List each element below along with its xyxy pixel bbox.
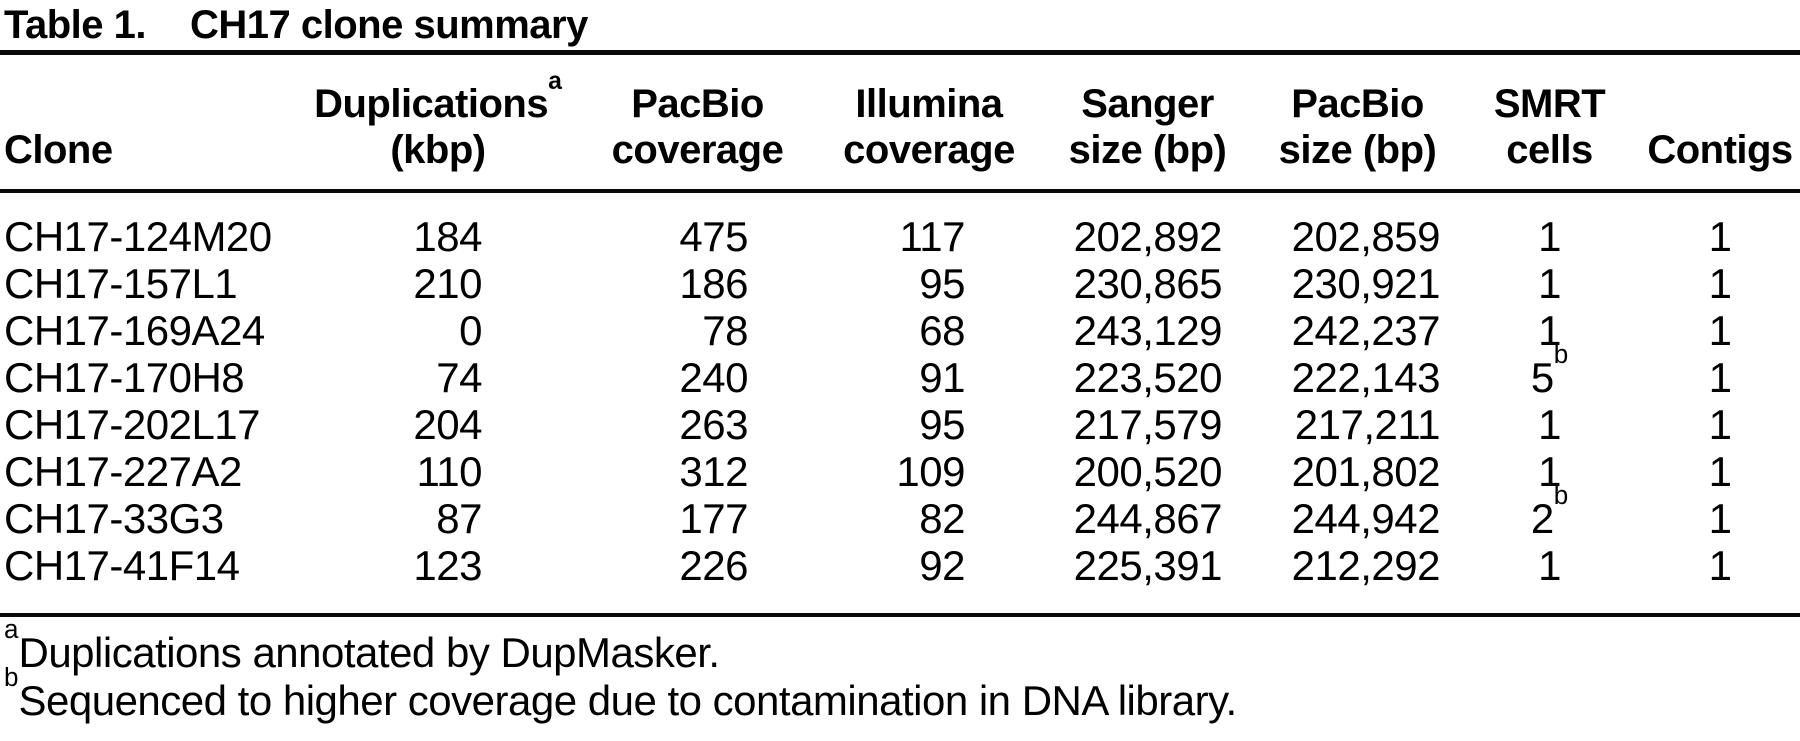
illumina-coverage-cell: 68 (919, 307, 965, 354)
duplications-kbp-cell: 123 (413, 542, 482, 589)
table-row: CH17-41F14 123 226 92 225,391 212,292 1 1 (0, 542, 1800, 615)
duplications-kbp-cell: 204 (413, 401, 482, 448)
sanger-size-bp-cell: 200,520 (1073, 448, 1223, 495)
contigs-cell: 1 (1708, 448, 1732, 495)
duplications-kbp-cell: 210 (413, 260, 482, 307)
duplications-kbp-cell: 0 (459, 307, 482, 354)
duplications-kbp-cell: 74 (436, 354, 482, 401)
column-header-contigs: Contigs (1640, 55, 1800, 193)
pacbio-size-bp-cell: 244,942 (1291, 495, 1441, 542)
illumina-coverage-cell: 92 (919, 542, 965, 589)
clone-summary-table: Clone Duplicationsa (kbp) PacBio coverage Ill… (0, 55, 1800, 617)
sanger-size-bp-cell: 225,391 (1073, 542, 1223, 589)
pacbio-coverage-cell: 78 (702, 307, 748, 354)
clone-cell: CH17-41F14 (4, 542, 240, 589)
pacbio-size-bp-cell: 202,859 (1291, 213, 1441, 260)
sanger-size-bp-cell: 243,129 (1073, 307, 1223, 354)
contigs-cell: 1 (1708, 307, 1732, 354)
table-title: Table 1. CH17 clone summary (0, 0, 1800, 55)
pacbio-size-bp-cell: 217,211 (1294, 401, 1441, 448)
clone-cell: CH17-33G3 (4, 495, 224, 542)
duplications-kbp-cell: 110 (416, 448, 483, 495)
sanger-size-bp-cell: 217,579 (1073, 401, 1223, 448)
sanger-size-bp-cell: 202,892 (1073, 213, 1223, 260)
table-number-label: Table 1. (4, 3, 146, 47)
smrt-cells-cell: 5b (1530, 338, 1569, 401)
clone-cell: CH17-202L17 (4, 401, 261, 448)
clone-cell: CH17-124M20 (4, 213, 272, 260)
pacbio-size-bp-cell: 222,143 (1291, 354, 1441, 401)
contigs-cell: 1 (1708, 542, 1732, 589)
pacbio-coverage-cell: 263 (679, 401, 748, 448)
contigs-cell: 1 (1708, 213, 1732, 260)
pacbio-coverage-cell: 475 (679, 213, 748, 260)
pacbio-coverage-cell: 177 (679, 495, 748, 542)
table-row: CH17-124M20 184 475 117 202,892 202,859 1 1 (0, 191, 1800, 260)
sanger-size-bp-cell: 230,865 (1073, 260, 1223, 307)
contigs-cell: 1 (1708, 495, 1732, 542)
smrt-cells-cell: 1 (1538, 213, 1561, 260)
table-footnotes: aDuplications annotated by DupMasker. bSe… (0, 613, 1800, 725)
pacbio-size-bp-cell: 242,237 (1291, 307, 1441, 354)
table-row: CH17-202L17 204 263 95 217,579 217,211 1 1 (0, 401, 1800, 448)
column-header-duplications-kbp: Duplicationsa (kbp) (300, 55, 576, 193)
contigs-cell: 1 (1708, 260, 1732, 307)
table-row: CH17-169A24 0 78 68 243,129 242,237 1 1 (0, 307, 1800, 354)
smrt-cells-cell: 1 (1538, 401, 1561, 448)
illumina-coverage-cell: 95 (919, 260, 965, 307)
duplications-kbp-cell: 184 (413, 213, 482, 260)
table-header-row: Clone Duplicationsa (kbp) PacBio coverage Ill… (0, 55, 1800, 193)
table-title-text: CH17 clone summary (189, 3, 588, 47)
sanger-size-bp-cell: 244,867 (1073, 495, 1223, 542)
contigs-cell: 1 (1708, 401, 1732, 448)
sanger-size-bp-cell: 223,520 (1073, 354, 1223, 401)
pacbio-coverage-cell: 226 (679, 542, 748, 589)
clone-cell: CH17-170H8 (4, 354, 245, 401)
column-header-sanger-size-bp: Sanger size (bp) (1039, 55, 1256, 193)
table-row: CH17-227A2 110 312 109 200,520 201,802 1 1 (0, 448, 1800, 495)
pacbio-size-bp-cell: 230,921 (1291, 260, 1441, 307)
column-header-smrt-cells: SMRT cells (1459, 55, 1640, 193)
smrt-cells-cell: 1 (1538, 542, 1561, 589)
illumina-coverage-cell: 109 (896, 448, 965, 495)
column-header-pacbio-size-bp: PacBio size (bp) (1256, 55, 1459, 193)
table-row: CH17-170H8 74 240 91 223,520 222,143 5b 1 (0, 338, 1800, 401)
table-row: CH17-157L1 210 186 95 230,865 230,921 1 1 (0, 260, 1800, 307)
footnote-b: bSequenced to higher coverage due to con… (4, 661, 1237, 724)
smrt-cells-cell: 1 (1538, 260, 1561, 307)
table-header: Clone Duplicationsa (kbp) PacBio coverage Ill… (0, 55, 1800, 193)
clone-cell: CH17-157L1 (4, 260, 238, 307)
table-row: CH17-33G3 87 177 82 244,867 244,942 2b 1 (0, 479, 1800, 542)
column-header-illumina-coverage: Illumina coverage (819, 55, 1039, 193)
smrt-cells-cell: 2b (1530, 479, 1569, 542)
pacbio-size-bp-cell: 212,292 (1291, 542, 1441, 589)
column-header-pacbio-coverage: PacBio coverage (576, 55, 819, 193)
pacbio-coverage-cell: 240 (679, 354, 748, 401)
table-body: CH17-124M20 184 475 117 202,892 202,859 1 1 CH17… (0, 191, 1800, 615)
illumina-coverage-cell: 82 (919, 495, 965, 542)
pacbio-size-bp-cell: 201,802 (1291, 448, 1441, 495)
smrt-cells-cell: 1 (1538, 307, 1561, 354)
illumina-coverage-cell: 117 (899, 213, 966, 260)
pacbio-coverage-cell: 186 (679, 260, 748, 307)
clone-cell: CH17-227A2 (4, 448, 242, 495)
smrt-cells-cell: 1 (1538, 448, 1561, 495)
contigs-cell: 1 (1708, 354, 1732, 401)
illumina-coverage-cell: 91 (919, 354, 965, 401)
table-figure: Table 1. CH17 clone summary Clone Duplicat… (0, 0, 1800, 725)
column-header-clone: Clone (0, 55, 300, 193)
duplications-kbp-cell: 87 (436, 495, 482, 542)
illumina-coverage-cell: 95 (919, 401, 965, 448)
pacbio-coverage-cell: 312 (679, 448, 748, 495)
footnote-a: aDuplications annotated by DupMasker. (4, 613, 720, 676)
clone-cell: CH17-169A24 (4, 307, 265, 354)
